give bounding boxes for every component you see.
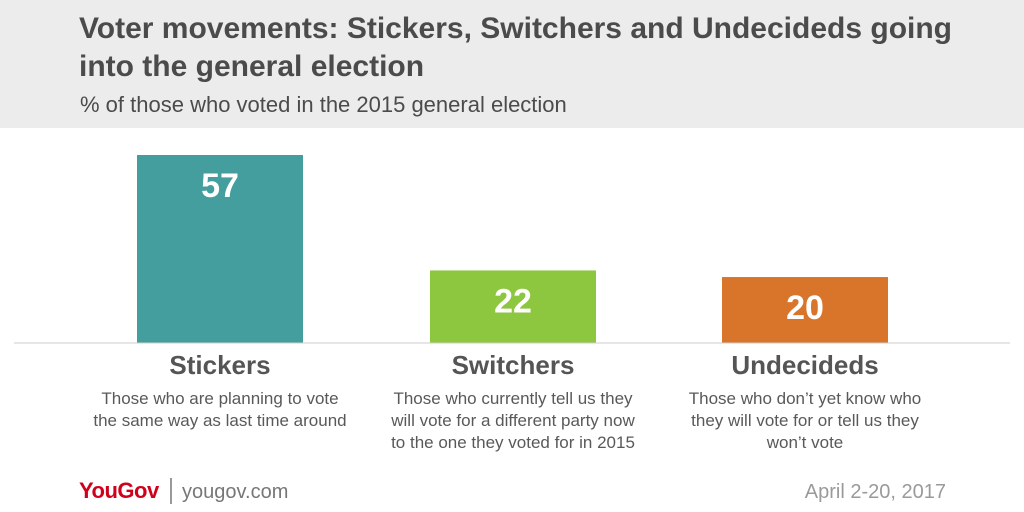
bar-value-label-stickers: 57 xyxy=(201,167,239,205)
category-description-switchers: Those who currently tell us they will vo… xyxy=(391,389,635,452)
header-band xyxy=(0,0,1024,128)
bar-stickers xyxy=(137,155,303,343)
chart-title: Voter movements: Stickers, Switchers and… xyxy=(79,12,953,83)
bar-chart: 57 22 20 xyxy=(14,155,1010,344)
yougov-logo: YouGov xyxy=(79,478,159,503)
category-description-stickers: Those who are planning to vote the same … xyxy=(93,389,347,430)
footer-url: yougov.com xyxy=(182,481,289,503)
bar-undecideds xyxy=(722,277,888,343)
category-label-undecideds: Undecideds xyxy=(731,350,879,380)
category-label-switchers: Switchers xyxy=(451,350,575,380)
survey-date: April 2-20, 2017 xyxy=(804,481,946,503)
bar-switchers xyxy=(430,270,596,343)
category-label-stickers: Stickers xyxy=(169,350,271,380)
chart-subtitle: % of those who voted in the 2015 general… xyxy=(80,92,567,117)
category-description-undecideds: Those who don’t yet know who they will v… xyxy=(688,389,922,452)
bar-value-label-undecideds: 20 xyxy=(786,289,824,327)
footer-divider xyxy=(170,478,172,504)
bar-value-label-switchers: 22 xyxy=(494,282,532,320)
